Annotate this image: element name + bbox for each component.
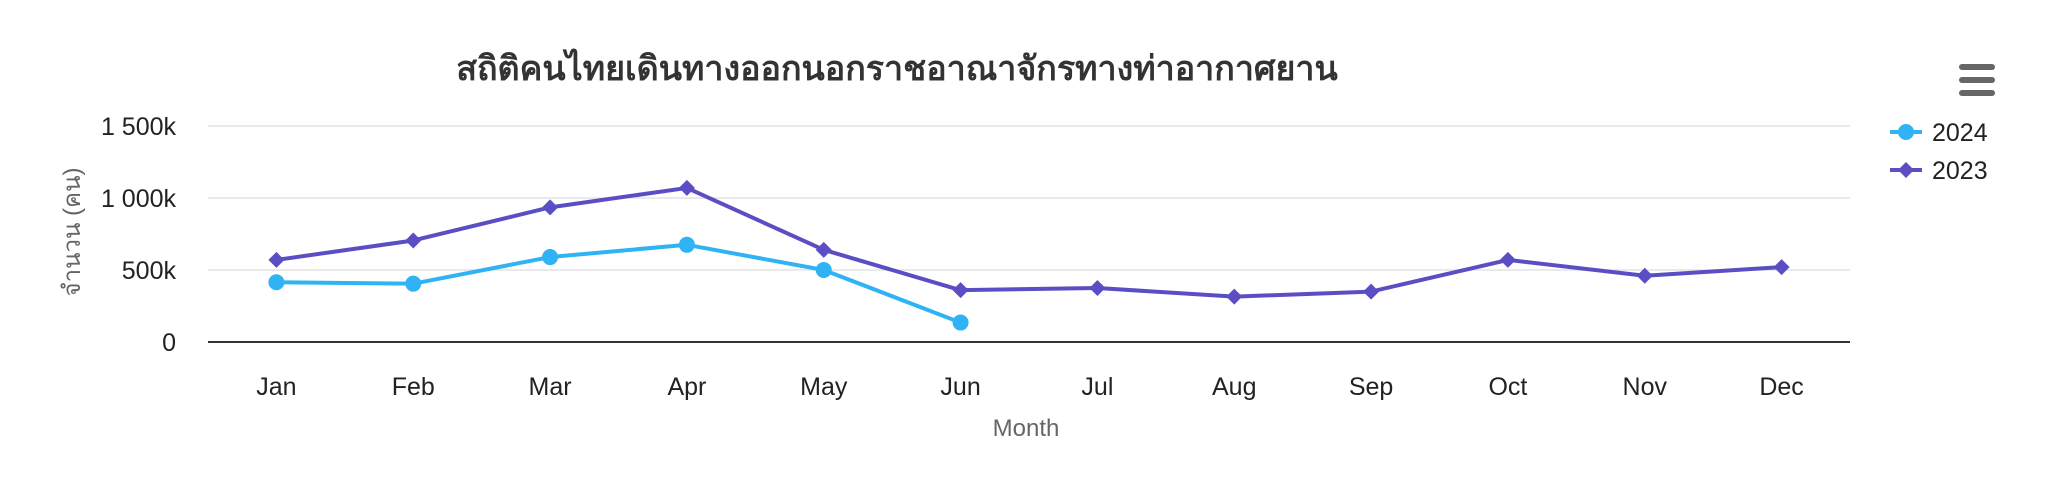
x-tick-label: Aug [1212,373,1256,401]
data-point [1774,259,1790,275]
grid-lines [208,126,1850,270]
data-point [542,199,558,215]
hamburger-menu-icon [1959,64,1995,96]
legend-marker [1898,124,1914,140]
x-tick-label: May [800,373,848,401]
data-point [679,180,695,196]
legend-marker [1898,162,1914,178]
data-point [953,282,969,298]
x-tick-label: Sep [1349,373,1393,401]
legend: 2024 2023 [1890,119,1988,185]
data-point [953,315,969,331]
x-tick-label: Feb [392,373,435,401]
data-point [405,232,421,248]
x-tick-label: Nov [1623,373,1668,401]
legend-label: 2023 [1932,157,1988,185]
legend-item-2024[interactable]: 2024 [1890,119,1988,147]
x-tick-label: Jan [256,373,296,401]
data-point [679,237,695,253]
y-axis-ticks: 0 500k 1 000k 1 500k [101,113,177,357]
data-point [1500,252,1516,268]
series-line [276,245,960,323]
x-tick-label: Apr [667,373,706,401]
data-point [816,242,832,258]
x-axis-ticks: Jan Feb Mar Apr May Jun Jul Aug Sep Oct Nov Dec [256,373,1804,401]
x-tick-label: Jul [1081,373,1113,401]
data-point [1226,289,1242,305]
data-point [405,276,421,292]
data-point [1363,284,1379,300]
x-axis-title: Month [993,415,1060,442]
chart-title: สถิติคนไทยเดินทางออกนอกราชอาณาจักรทางท่า… [456,48,1338,89]
y-tick-label: 500k [122,257,177,285]
x-tick-label: Jun [940,373,980,401]
data-point [1089,280,1105,296]
menu-button[interactable] [1944,54,1995,100]
series-layer [268,180,1789,331]
y-tick-label: 1 500k [101,113,177,141]
x-tick-label: Dec [1759,373,1803,401]
series-line [276,188,1781,297]
data-point [542,249,558,265]
data-point [268,274,284,290]
data-point [268,252,284,268]
data-point [816,262,832,278]
series-2024 [268,237,968,331]
legend-item-2023[interactable]: 2023 [1890,157,1988,185]
legend-label: 2024 [1932,119,1988,147]
x-tick-label: Oct [1488,373,1527,401]
y-tick-label: 1 000k [101,185,177,213]
x-tick-label: Mar [529,373,572,401]
y-tick-label: 0 [162,329,176,357]
y-axis-title: จำนวน (คน) [59,168,86,297]
